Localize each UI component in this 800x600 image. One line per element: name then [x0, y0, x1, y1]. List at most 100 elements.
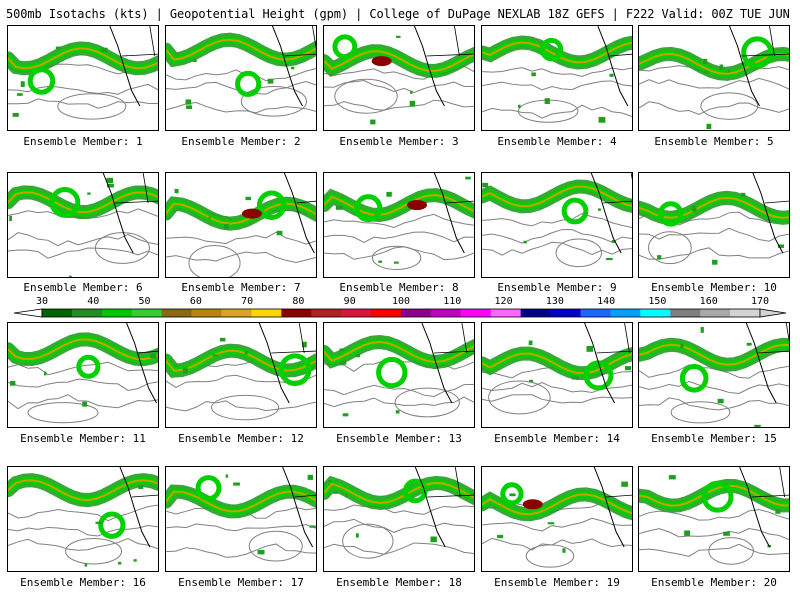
- height-contour: [639, 528, 789, 540]
- colorbar-tick-label: 110: [443, 296, 462, 307]
- isotach-patch: [107, 183, 114, 188]
- isotach-patch: [497, 534, 504, 539]
- height-contour: [8, 361, 158, 376]
- colorbar-segment: [670, 309, 701, 317]
- isotach-swirl: [539, 37, 564, 62]
- isotach-patch: [465, 176, 471, 180]
- colorbar-tick-label: 80: [292, 296, 305, 307]
- colorbar-segment: [520, 309, 552, 317]
- height-contour: [188, 244, 241, 277]
- isotach-patch: [345, 493, 348, 498]
- colorbar-tick-label: 30: [35, 296, 49, 307]
- isotach-patch: [302, 341, 307, 348]
- height-contour: [166, 68, 316, 82]
- isotach-patch: [12, 112, 19, 117]
- height-contour: [555, 238, 603, 268]
- isotach-patch: [208, 216, 211, 220]
- coastline: [421, 323, 453, 404]
- border-line: [603, 200, 632, 204]
- height-contour: [324, 383, 474, 397]
- height-contour: [324, 99, 474, 111]
- colorbar-left-arrow: [13, 308, 43, 318]
- ensemble-member-label: Ensemble Member: 19: [494, 576, 620, 589]
- border-line: [138, 350, 158, 354]
- isotach-patch: [723, 531, 730, 536]
- isotach-swirl: [256, 190, 287, 220]
- isotach-swirl: [402, 478, 428, 504]
- isotach-core: [324, 481, 474, 504]
- ensemble-member-label: Ensemble Member: 7: [181, 281, 301, 294]
- border-line: [121, 53, 158, 57]
- height-contour: [166, 523, 316, 532]
- height-contour: [639, 247, 789, 260]
- isotach-band: [8, 476, 158, 504]
- height-contour: [166, 251, 316, 263]
- isotach-patch: [611, 240, 616, 243]
- isotach-patch: [606, 257, 613, 261]
- height-contour: [324, 231, 474, 244]
- height-contour: [482, 537, 632, 551]
- map-plot: [166, 323, 316, 421]
- isotach-swirl: [195, 475, 222, 502]
- height-contour: [166, 231, 316, 245]
- isotach-patch: [531, 72, 536, 77]
- ensemble-panel: Ensemble Member: 14: [481, 322, 633, 452]
- isotach-patch: [544, 98, 550, 105]
- isotach-patch: [691, 205, 697, 212]
- map-plot: [166, 26, 316, 117]
- height-contour: [324, 504, 474, 515]
- isotach-core: [324, 50, 474, 72]
- isotach-patch: [185, 99, 192, 105]
- isotach-patch: [333, 491, 338, 494]
- isotach-patch: [409, 100, 416, 107]
- isotach-patch: [430, 536, 437, 543]
- ensemble-panel-map: [165, 466, 317, 572]
- coastline: [590, 173, 622, 254]
- colorbar-tick-label: 100: [391, 296, 411, 307]
- ensemble-panel-map: [165, 25, 317, 131]
- height-contour: [8, 378, 158, 391]
- isotach-core: [8, 191, 158, 214]
- height-contour: [240, 86, 308, 117]
- isotach-patch: [754, 424, 761, 427]
- isotach-patch: [775, 509, 781, 514]
- isotach-patch: [9, 215, 12, 222]
- map-plot: [482, 26, 632, 123]
- isotach-patch: [529, 379, 534, 382]
- height-contour: [8, 247, 158, 259]
- height-contour: [488, 380, 551, 415]
- isotach-patch: [309, 525, 316, 528]
- height-contour: [8, 98, 158, 109]
- isotach-patch: [339, 348, 345, 352]
- isotach-patch: [101, 47, 108, 52]
- isotach-swirl: [332, 34, 358, 60]
- height-contour: [639, 543, 789, 557]
- isotach-patch: [355, 533, 359, 538]
- coastline: [258, 323, 290, 404]
- isotach-swirl: [500, 482, 524, 506]
- ensemble-panel-map: [638, 25, 790, 131]
- isotach-patch: [396, 35, 401, 38]
- coastline: [597, 26, 629, 107]
- colorbar-segment: [401, 309, 432, 317]
- isotach-patch: [149, 353, 157, 359]
- ensemble-panel-map: [165, 322, 317, 428]
- header-title: 500mb Isotachs (kts) | Geopotential Heig…: [6, 7, 796, 21]
- isotach-patch: [562, 548, 566, 553]
- border-line: [609, 53, 632, 57]
- height-contour: [8, 504, 158, 522]
- isotach-patch: [82, 401, 88, 407]
- colorbar-tick-label: 120: [494, 296, 513, 307]
- isotach-core: [166, 349, 316, 372]
- border-line: [769, 26, 775, 57]
- colorbar-segment: [550, 309, 581, 317]
- colorbar-tick-label: 90: [343, 296, 356, 307]
- colorbar-tick-label: 150: [648, 296, 667, 307]
- ensemble-panel-map: [481, 322, 633, 428]
- ensemble-member-label: Ensemble Member: 6: [23, 281, 143, 294]
- height-contour: [324, 396, 474, 408]
- isotach-swirl: [658, 201, 684, 227]
- map-plot: [639, 26, 789, 130]
- coastline: [282, 467, 314, 548]
- ensemble-member-label: Ensemble Member: 18: [336, 576, 462, 589]
